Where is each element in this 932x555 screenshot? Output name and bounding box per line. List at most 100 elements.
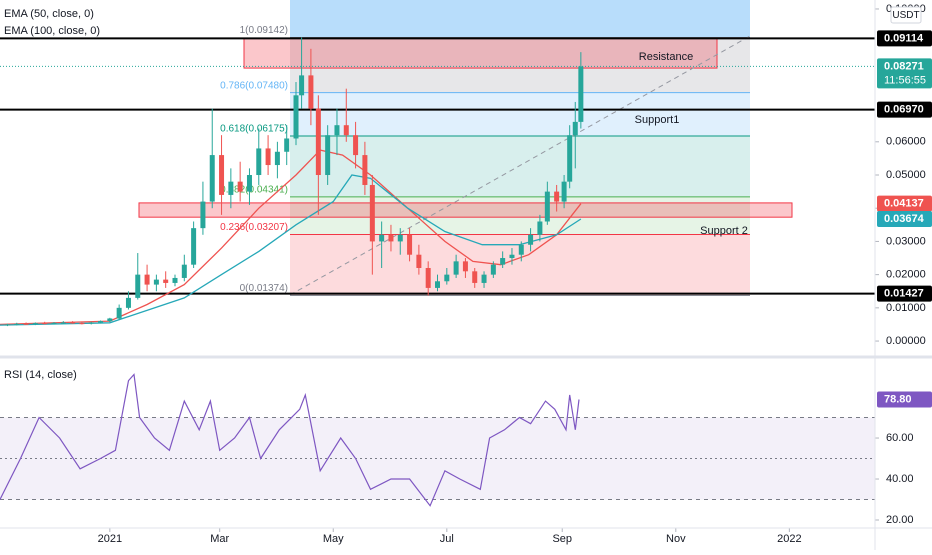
candle-body [561, 181, 567, 202]
candle-body [416, 254, 422, 268]
candle-body [219, 155, 225, 195]
candle-body [144, 274, 150, 285]
rsi-y-tick-label: 20.00 [886, 514, 914, 526]
fib-label: 0.382(0.04341) [220, 185, 288, 196]
candle-body [453, 261, 459, 275]
ema-last-label: 0.03674 [884, 213, 925, 225]
ema-line [0, 149, 582, 326]
price-pane: 1(0.09142) 0.786(0.07480) 0.618(0.06175) 0.… [0, 0, 875, 327]
candle-body [32, 323, 38, 325]
candle-body [343, 125, 349, 136]
countdown: 11:56:55 [884, 74, 926, 86]
fib-band [290, 234, 750, 296]
x-tick-label: Jul [440, 533, 454, 545]
annotation: Support 2 [700, 225, 748, 237]
candle-body [135, 274, 141, 298]
annotation: Support1 [635, 114, 680, 126]
level-label-bg [877, 285, 932, 302]
y-tick-label: 0.06000 [886, 136, 926, 148]
level-label: 0.06970 [884, 103, 924, 115]
y-tick-label: 0.05000 [886, 169, 926, 181]
x-tick-label: 2022 [777, 533, 801, 545]
candle-body [209, 155, 215, 202]
fib-label: 1(0.09142) [240, 25, 288, 36]
candle-body [397, 234, 403, 242]
last-price-label: 0.08271 [884, 60, 924, 72]
candle-body [98, 321, 104, 323]
rsi-last-label: 78.80 [884, 393, 912, 405]
candle-body [334, 125, 340, 136]
fib-label: 0.618(0.06175) [220, 124, 288, 135]
candle-body [246, 175, 252, 192]
y-tick-label: 0.01000 [886, 302, 926, 314]
rsi-pane [0, 373, 875, 507]
rsi-line [0, 373, 580, 507]
axes: 0.000000.010000.020000.030000.040000.050… [98, 3, 932, 545]
candle-body [578, 66, 584, 122]
zone [243, 37, 718, 69]
candle-body [572, 121, 578, 136]
candle-body [256, 148, 262, 176]
legend-ema50: EMA (50, close, 0) [4, 8, 94, 20]
candle-body [379, 234, 385, 242]
candle-body [200, 201, 206, 229]
candle-body [23, 323, 29, 325]
candle-body [362, 155, 368, 185]
candle-body [462, 261, 468, 272]
candle-body [388, 234, 394, 242]
ema-last-label: 0.04137 [884, 198, 924, 210]
candle-body [181, 264, 187, 278]
candle-body [435, 281, 440, 288]
level-label-bg [877, 101, 932, 118]
candle-body [42, 323, 48, 325]
candle-body [567, 135, 573, 182]
x-tick-label: 2021 [98, 533, 122, 545]
x-tick-label: Sep [552, 533, 572, 545]
candle-body [14, 323, 20, 325]
candle-body [60, 322, 66, 324]
candle-body [528, 234, 534, 245]
candle-body [481, 274, 487, 283]
candle-body [425, 267, 431, 288]
fib-band [290, 0, 750, 38]
currency-box[interactable] [890, 6, 922, 24]
candle-body [116, 307, 122, 319]
candle-body [509, 254, 515, 259]
candle-body [308, 75, 314, 109]
candle-body [407, 234, 413, 255]
candle-body [172, 277, 178, 283]
candle-body [79, 323, 85, 325]
fib-label: 0.236(0.03207) [220, 222, 288, 233]
candle-body [125, 297, 131, 308]
candle-body [70, 322, 76, 324]
x-tick-label: Nov [666, 533, 686, 545]
candle-body [299, 75, 305, 96]
fib-band [290, 92, 750, 136]
candle-body [544, 191, 550, 222]
candle-body [537, 221, 543, 235]
y-tick-label: 0.02000 [886, 269, 926, 281]
candle-body [4, 324, 10, 326]
candle-body [325, 135, 331, 176]
rsi-title: RSI (14, close) [4, 369, 77, 381]
candle-body [265, 148, 271, 166]
level-label-bg [877, 30, 932, 47]
candle-body [369, 184, 375, 242]
candle-body [284, 138, 290, 152]
x-tick-label: May [323, 533, 344, 545]
candle-body [88, 322, 94, 324]
candle-body [163, 279, 169, 283]
rsi-y-tick-label: 60.00 [886, 432, 914, 444]
ema-last-label-bg [877, 195, 932, 212]
candle-body [315, 108, 321, 176]
candle-body [51, 322, 57, 324]
candle-body [500, 258, 506, 265]
y-tick-label: 0.03000 [886, 235, 926, 247]
fib-band [290, 37, 750, 93]
candle-body [191, 228, 197, 265]
candle-body [228, 181, 234, 195]
candle-body [444, 274, 450, 282]
zone-label: Resistance [639, 51, 693, 63]
currency: USDT [892, 10, 919, 21]
